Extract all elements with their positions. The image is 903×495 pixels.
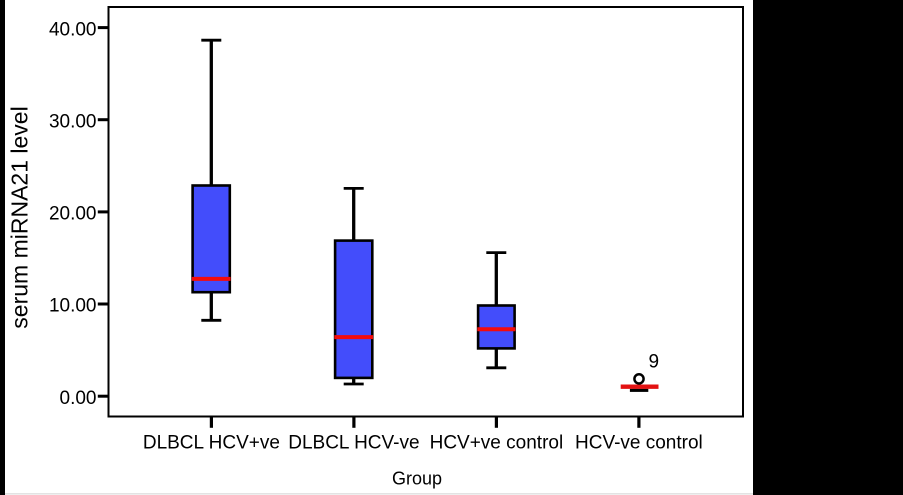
svg-text:Group: Group bbox=[392, 469, 442, 489]
svg-text:serum miRNA21 level: serum miRNA21 level bbox=[7, 106, 33, 328]
svg-text:20.00: 20.00 bbox=[49, 204, 97, 225]
svg-text:DLBCL HCV+ve: DLBCL HCV+ve bbox=[143, 433, 280, 454]
svg-text:HCV+ve control: HCV+ve control bbox=[430, 433, 564, 454]
svg-text:DLBCL HCV-ve: DLBCL HCV-ve bbox=[288, 433, 419, 454]
svg-text:30.00: 30.00 bbox=[49, 111, 97, 132]
svg-text:0.00: 0.00 bbox=[60, 388, 97, 409]
svg-text:9: 9 bbox=[649, 352, 660, 373]
svg-text:10.00: 10.00 bbox=[49, 296, 97, 317]
svg-text:HCV-ve control: HCV-ve control bbox=[575, 433, 703, 454]
svg-text:40.00: 40.00 bbox=[49, 19, 97, 40]
